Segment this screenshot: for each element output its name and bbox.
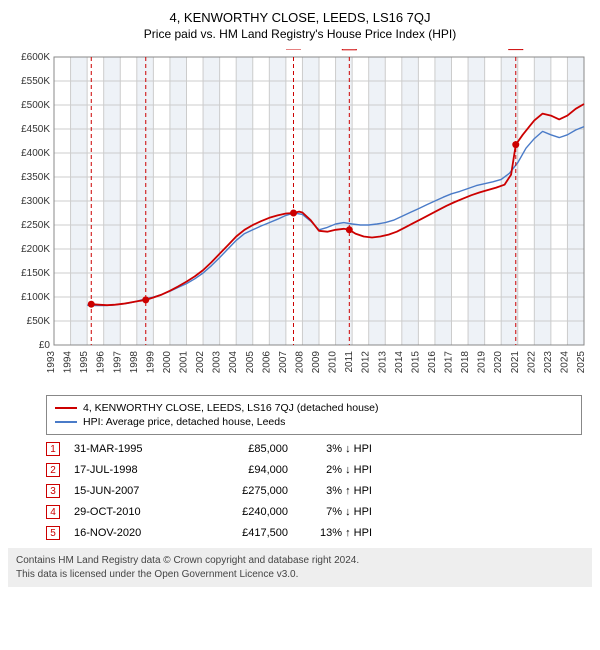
event-price: £240,000 (198, 506, 288, 518)
svg-text:2003: 2003 (212, 351, 223, 374)
event-diff: 3% ↓ HPI (302, 443, 372, 455)
svg-text:2021: 2021 (510, 351, 521, 374)
event-diff: 2% ↓ HPI (302, 464, 372, 476)
svg-text:1995: 1995 (79, 351, 90, 374)
chart-subtitle: Price paid vs. HM Land Registry's House … (8, 27, 592, 41)
svg-text:2016: 2016 (427, 351, 438, 374)
svg-text:£350K: £350K (21, 172, 50, 183)
event-marker: 1 (46, 442, 60, 456)
event-marker: 4 (46, 505, 60, 519)
svg-text:2012: 2012 (361, 351, 372, 374)
event-date: 15-JUN-2007 (74, 485, 184, 497)
svg-text:2024: 2024 (559, 351, 570, 374)
svg-text:2005: 2005 (245, 351, 256, 374)
svg-text:£300K: £300K (21, 196, 50, 207)
chart-title: 4, KENWORTHY CLOSE, LEEDS, LS16 7QJ (8, 10, 592, 25)
svg-text:2002: 2002 (195, 351, 206, 374)
sale-event-row: 1 31-MAR-1995 £85,000 3% ↓ HPI (46, 442, 582, 456)
svg-text:2006: 2006 (261, 351, 272, 374)
svg-text:5: 5 (513, 49, 519, 50)
svg-text:2011: 2011 (344, 351, 355, 373)
event-diff: 7% ↓ HPI (302, 506, 372, 518)
event-diff: 13% ↑ HPI (302, 527, 372, 539)
chart-svg: £0 £50K £100K £150K £200K £250K £300K £350K £400… (8, 49, 592, 389)
legend: 4, KENWORTHY CLOSE, LEEDS, LS16 7QJ (det… (46, 395, 582, 435)
footnote: Contains HM Land Registry data © Crown c… (8, 548, 592, 587)
legend-swatch (55, 421, 77, 423)
event-price: £275,000 (198, 485, 288, 497)
svg-text:1997: 1997 (112, 351, 123, 374)
svg-text:2013: 2013 (377, 351, 388, 374)
svg-text:4: 4 (347, 49, 353, 50)
svg-text:1994: 1994 (63, 351, 74, 374)
event-marker: 5 (46, 526, 60, 540)
svg-text:2007: 2007 (278, 351, 289, 374)
svg-text:£200K: £200K (21, 244, 50, 255)
svg-text:2009: 2009 (311, 351, 322, 374)
legend-label: HPI: Average price, detached house, Leed… (83, 416, 285, 428)
svg-text:£250K: £250K (21, 220, 50, 231)
svg-text:£550K: £550K (21, 76, 50, 87)
svg-text:1998: 1998 (129, 351, 140, 374)
svg-text:2008: 2008 (294, 351, 305, 374)
price-chart: £0 £50K £100K £150K £200K £250K £300K £350K £400… (8, 49, 592, 389)
sale-event-row: 3 15-JUN-2007 £275,000 3% ↑ HPI (46, 484, 582, 498)
svg-text:£400K: £400K (21, 148, 50, 159)
svg-text:1999: 1999 (145, 351, 156, 374)
event-marker: 3 (46, 484, 60, 498)
event-date: 17-JUL-1998 (74, 464, 184, 476)
svg-text:2010: 2010 (328, 351, 339, 374)
svg-text:2000: 2000 (162, 351, 173, 374)
svg-text:£500K: £500K (21, 100, 50, 111)
sale-event-row: 4 29-OCT-2010 £240,000 7% ↓ HPI (46, 505, 582, 519)
svg-text:2019: 2019 (477, 351, 488, 374)
legend-label: 4, KENWORTHY CLOSE, LEEDS, LS16 7QJ (det… (83, 402, 379, 414)
event-marker: 2 (46, 463, 60, 477)
legend-row: 4, KENWORTHY CLOSE, LEEDS, LS16 7QJ (det… (55, 402, 573, 414)
svg-text:£600K: £600K (21, 52, 50, 63)
event-date: 29-OCT-2010 (74, 506, 184, 518)
sale-event-row: 5 16-NOV-2020 £417,500 13% ↑ HPI (46, 526, 582, 540)
event-diff: 3% ↑ HPI (302, 485, 372, 497)
event-date: 16-NOV-2020 (74, 527, 184, 539)
legend-swatch (55, 407, 77, 409)
svg-text:£450K: £450K (21, 124, 50, 135)
event-price: £94,000 (198, 464, 288, 476)
svg-text:2025: 2025 (576, 351, 587, 374)
svg-text:£150K: £150K (21, 268, 50, 279)
event-price: £417,500 (198, 527, 288, 539)
svg-text:2022: 2022 (526, 351, 537, 374)
svg-text:2020: 2020 (493, 351, 504, 374)
event-price: £85,000 (198, 443, 288, 455)
svg-text:£100K: £100K (21, 292, 50, 303)
svg-text:£0: £0 (39, 340, 51, 351)
svg-text:2015: 2015 (410, 351, 421, 374)
svg-text:1993: 1993 (46, 351, 57, 374)
svg-text:2004: 2004 (228, 351, 239, 374)
svg-text:2001: 2001 (179, 351, 190, 374)
legend-row: HPI: Average price, detached house, Leed… (55, 416, 573, 428)
event-date: 31-MAR-1995 (74, 443, 184, 455)
svg-text:£50K: £50K (27, 316, 51, 327)
sale-event-row: 2 17-JUL-1998 £94,000 2% ↓ HPI (46, 463, 582, 477)
svg-text:1996: 1996 (96, 351, 107, 374)
svg-text:2014: 2014 (394, 351, 405, 374)
svg-text:2018: 2018 (460, 351, 471, 374)
svg-text:2023: 2023 (543, 351, 554, 374)
svg-text:2017: 2017 (444, 351, 455, 374)
sale-events-list: 1 31-MAR-1995 £85,000 3% ↓ HPI 2 17-JUL-1998 £… (46, 442, 582, 540)
footnote-line-2: This data is licensed under the Open Gov… (16, 569, 298, 580)
footnote-line-1: Contains HM Land Registry data © Crown c… (16, 555, 359, 566)
